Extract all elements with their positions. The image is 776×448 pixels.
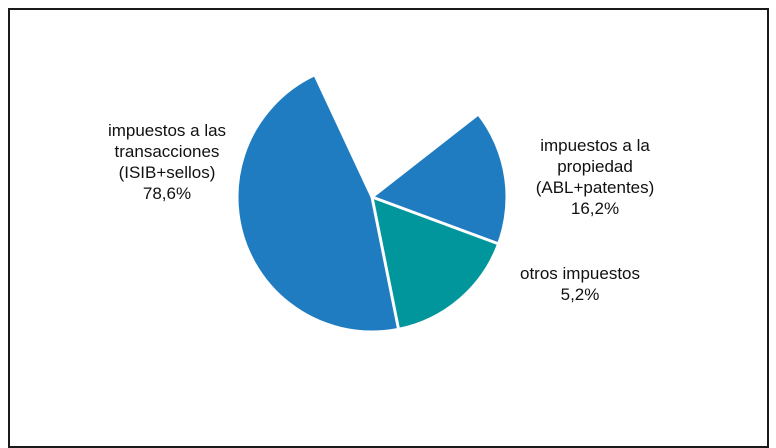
slice-value-label: 5,2% [560,285,600,304]
slice-label-propiedad: impuestos a la propiedad (ABL+patentes) … [500,135,690,219]
pie-chart [235,73,509,334]
slice-label-line: (ISIB+sellos) [118,163,216,182]
slice-label-line: transacciones [114,142,220,161]
slice-label-line: otros impuestos [520,264,640,283]
slice-label-line: impuestos a la [540,136,650,155]
slice-label-line: (ABL+patentes) [535,178,655,197]
slice-label-line: impuestos a las [107,121,227,140]
slice-label-otros: otros impuestos 5,2% [490,263,670,305]
slice-label-line: propiedad [557,157,633,176]
slice-value-label: 78,6% [142,184,192,203]
slice-value-label: 16,2% [570,199,620,218]
slice-propiedad [370,195,501,331]
slice-label-transacciones: impuestos a las transacciones (ISIB+sell… [52,120,282,204]
